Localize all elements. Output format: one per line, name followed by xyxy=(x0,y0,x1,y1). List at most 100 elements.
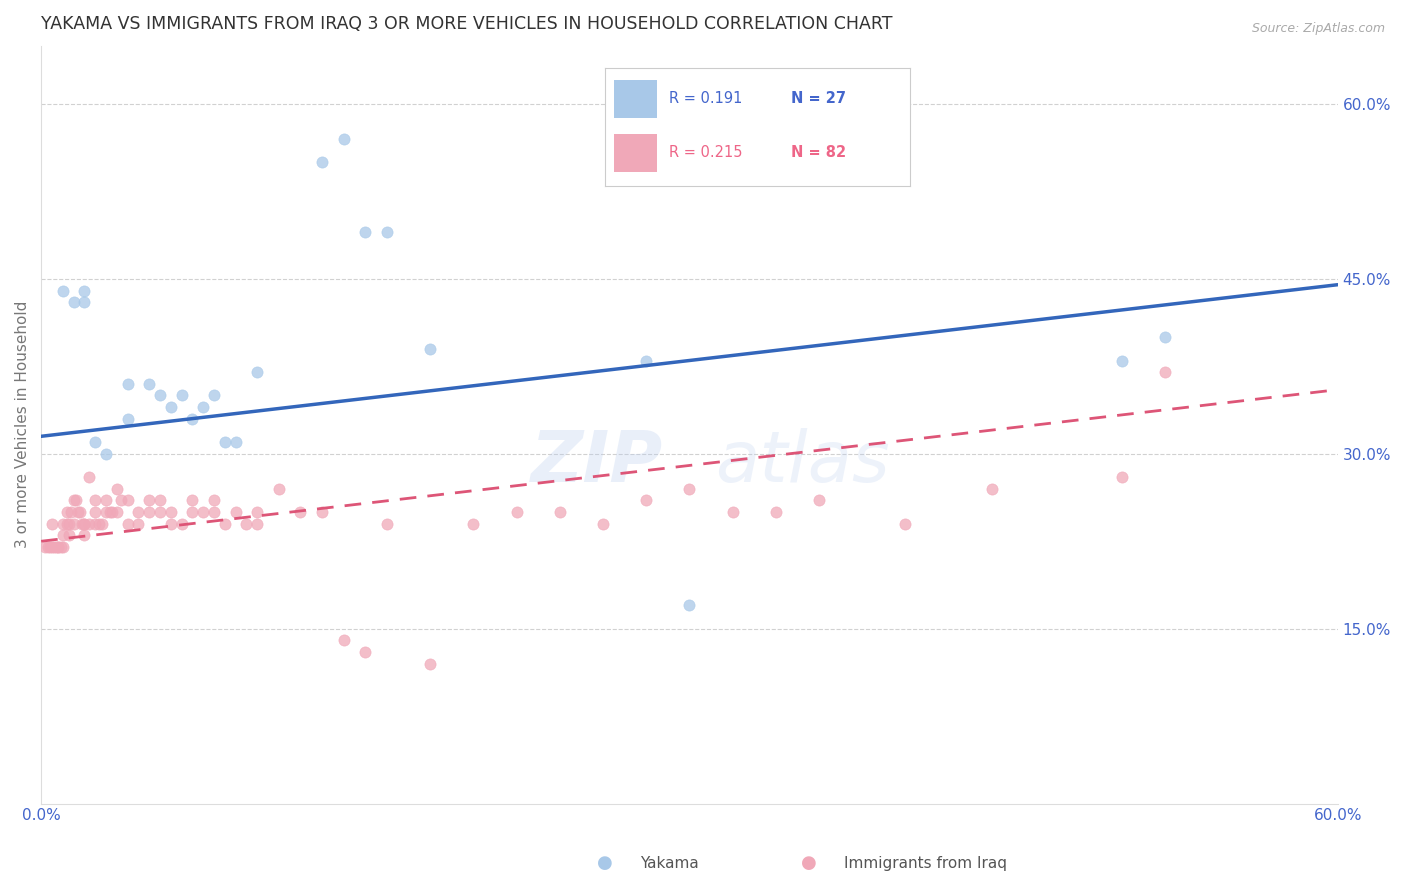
Point xyxy=(202,388,225,402)
Point xyxy=(214,435,236,450)
Point xyxy=(181,505,204,519)
Point xyxy=(246,516,269,531)
Point xyxy=(73,284,96,298)
Point xyxy=(77,470,100,484)
Point xyxy=(1111,470,1133,484)
Text: ●: ● xyxy=(800,855,817,872)
Point xyxy=(225,505,247,519)
Point xyxy=(765,505,787,519)
Point xyxy=(45,540,67,554)
Point xyxy=(60,505,83,519)
Point xyxy=(84,516,107,531)
Point xyxy=(77,516,100,531)
Point xyxy=(73,516,96,531)
Point xyxy=(42,540,65,554)
Point xyxy=(159,505,181,519)
Point xyxy=(636,353,658,368)
Point xyxy=(375,225,398,239)
Point xyxy=(58,528,80,542)
Point xyxy=(193,400,215,414)
Point xyxy=(159,400,181,414)
Point xyxy=(311,505,333,519)
Point xyxy=(70,516,93,531)
Point xyxy=(419,657,441,671)
Point xyxy=(267,482,290,496)
Point xyxy=(105,505,128,519)
Point xyxy=(105,482,128,496)
Text: ●: ● xyxy=(596,855,613,872)
Point xyxy=(98,505,121,519)
Point xyxy=(202,493,225,508)
Point xyxy=(193,505,215,519)
Point xyxy=(84,435,107,450)
Point xyxy=(117,412,139,426)
Point xyxy=(548,505,571,519)
Point xyxy=(246,505,269,519)
Point xyxy=(84,493,107,508)
Point xyxy=(52,540,75,554)
Point xyxy=(38,540,60,554)
Point xyxy=(181,493,204,508)
Point xyxy=(170,516,193,531)
Y-axis label: 3 or more Vehicles in Household: 3 or more Vehicles in Household xyxy=(15,301,30,549)
Point xyxy=(290,505,312,519)
Point xyxy=(117,516,139,531)
Point xyxy=(41,540,63,554)
Point xyxy=(678,599,700,613)
Point xyxy=(592,516,614,531)
Point xyxy=(48,540,70,554)
Point xyxy=(808,493,831,508)
Point xyxy=(73,528,96,542)
Point xyxy=(138,493,160,508)
Point xyxy=(94,447,117,461)
Text: atlas: atlas xyxy=(716,428,890,497)
Point xyxy=(101,505,124,519)
Point xyxy=(375,516,398,531)
Point xyxy=(149,505,172,519)
Point xyxy=(62,493,84,508)
Point xyxy=(463,516,485,531)
Point xyxy=(127,516,149,531)
Point xyxy=(181,412,204,426)
Text: Immigrants from Iraq: Immigrants from Iraq xyxy=(844,856,1007,871)
Point xyxy=(117,493,139,508)
Point xyxy=(214,516,236,531)
Point xyxy=(58,516,80,531)
Point xyxy=(89,516,111,531)
Point xyxy=(65,493,87,508)
Point xyxy=(332,633,354,648)
Point xyxy=(202,505,225,519)
Point xyxy=(49,540,72,554)
Point xyxy=(894,516,917,531)
Point xyxy=(419,342,441,356)
Point xyxy=(52,516,75,531)
Point xyxy=(66,505,89,519)
Point xyxy=(1153,330,1175,344)
Point xyxy=(354,645,377,659)
Point xyxy=(149,388,172,402)
Point xyxy=(84,505,107,519)
Point xyxy=(90,516,112,531)
Text: YAKAMA VS IMMIGRANTS FROM IRAQ 3 OR MORE VEHICLES IN HOUSEHOLD CORRELATION CHART: YAKAMA VS IMMIGRANTS FROM IRAQ 3 OR MORE… xyxy=(41,15,893,33)
Point xyxy=(52,284,75,298)
Text: ZIP: ZIP xyxy=(531,428,664,497)
Point xyxy=(127,505,149,519)
Point xyxy=(149,493,172,508)
Point xyxy=(62,295,84,310)
Point xyxy=(69,505,91,519)
Point xyxy=(1111,353,1133,368)
Point xyxy=(34,540,56,554)
Point xyxy=(246,365,269,379)
Point xyxy=(110,493,132,508)
Point xyxy=(678,482,700,496)
Point xyxy=(56,505,79,519)
Point xyxy=(138,376,160,391)
Text: Yakama: Yakama xyxy=(640,856,699,871)
Point xyxy=(117,376,139,391)
Point xyxy=(159,516,181,531)
Point xyxy=(37,540,59,554)
Point xyxy=(52,528,75,542)
Point xyxy=(56,516,79,531)
Point xyxy=(62,516,84,531)
Point xyxy=(73,295,96,310)
